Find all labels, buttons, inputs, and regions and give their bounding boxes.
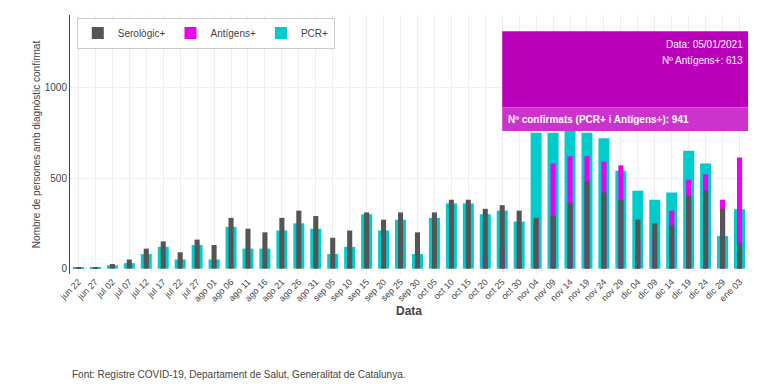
svg-text:ago 26: ago 26	[277, 277, 304, 304]
svg-text:sep 05: sep 05	[311, 277, 337, 303]
svg-text:Nombre de persones amb diagnòs: Nombre de persones amb diagnòstic confir…	[31, 41, 42, 249]
svg-text:500: 500	[50, 173, 67, 184]
svg-text:Antígens+: Antígens+	[210, 28, 255, 39]
svg-text:jun 27: jun 27	[75, 277, 100, 302]
svg-text:nov 09: nov 09	[531, 277, 557, 303]
svg-text:ago 11: ago 11	[227, 277, 253, 303]
svg-text:ago 01: ago 01	[192, 277, 219, 304]
svg-text:jun 22: jun 22	[58, 277, 83, 302]
svg-text:Nº Antígens+: 613: Nº Antígens+: 613	[662, 55, 743, 66]
svg-text:ago 06: ago 06	[209, 277, 236, 304]
svg-text:nov 24: nov 24	[582, 277, 608, 303]
svg-text:oct 25: oct 25	[482, 277, 506, 301]
svg-text:oct 05: oct 05	[415, 277, 439, 301]
svg-text:sep 25: sep 25	[379, 277, 405, 303]
svg-text:ene 03: ene 03	[718, 277, 745, 304]
svg-text:Data: 05/01/2021: Data: 05/01/2021	[666, 39, 743, 50]
svg-text:nov 19: nov 19	[565, 277, 591, 303]
svg-text:ago 16: ago 16	[243, 277, 270, 304]
svg-text:dic 19: dic 19	[669, 277, 693, 301]
svg-text:Nº confirmats (PCR+ i Antígens: Nº confirmats (PCR+ i Antígens+): 941	[508, 114, 689, 125]
svg-text:sep 30: sep 30	[396, 277, 422, 303]
svg-text:dic 24: dic 24	[686, 277, 710, 301]
svg-text:0: 0	[61, 263, 67, 274]
svg-text:nov 14: nov 14	[548, 277, 574, 303]
svg-text:Font: Registre COVID-19, Depar: Font: Registre COVID-19, Departament de …	[72, 369, 406, 380]
svg-text:sep 15: sep 15	[345, 277, 371, 303]
svg-text:nov 29: nov 29	[599, 277, 625, 303]
svg-text:dic 04: dic 04	[618, 277, 642, 301]
svg-text:jul 17: jul 17	[145, 277, 168, 300]
svg-text:oct 15: oct 15	[449, 277, 473, 301]
svg-text:ago 21: ago 21	[260, 277, 287, 304]
svg-text:PCR+: PCR+	[301, 28, 328, 39]
svg-text:dic 09: dic 09	[635, 277, 659, 301]
svg-text:sep 20: sep 20	[362, 277, 388, 303]
svg-text:jul 07: jul 07	[111, 277, 134, 300]
svg-text:dic 29: dic 29	[703, 277, 727, 301]
svg-text:oct 20: oct 20	[465, 277, 489, 301]
svg-text:jul 27: jul 27	[179, 277, 202, 300]
svg-text:jul 02: jul 02	[94, 277, 117, 300]
svg-text:ago 31: ago 31	[294, 277, 321, 304]
svg-text:nov 04: nov 04	[515, 277, 541, 303]
svg-text:sep 10: sep 10	[328, 277, 354, 303]
svg-text:oct 10: oct 10	[432, 277, 456, 301]
svg-text:jul 12: jul 12	[128, 277, 151, 300]
svg-text:Serològic+: Serològic+	[118, 28, 166, 39]
svg-text:oct 30: oct 30	[499, 277, 523, 301]
svg-text:1000: 1000	[45, 82, 68, 93]
svg-text:Data: Data	[396, 304, 422, 318]
svg-text:jul 22: jul 22	[162, 277, 185, 300]
svg-text:dic 14: dic 14	[652, 277, 676, 301]
